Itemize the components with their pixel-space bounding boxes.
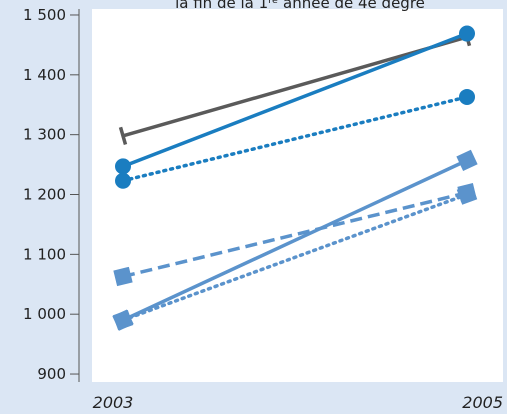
data-point <box>113 266 133 287</box>
data-point <box>456 149 478 172</box>
chart-title: la fin de la 1ʳᵉ année de 4e degré <box>175 0 425 12</box>
y-tick-label: 900 <box>37 365 66 383</box>
data-point <box>459 88 475 105</box>
plot-area <box>92 9 503 382</box>
x-tick-label: 2005 <box>462 393 503 412</box>
data-point <box>115 172 131 189</box>
x-tick-label: 2003 <box>93 393 134 412</box>
series-group <box>112 25 478 331</box>
y-tick-label: 1 400 <box>23 66 66 84</box>
series-line <box>122 31 468 169</box>
series-6 <box>112 184 478 331</box>
y-axis: 900 1 000 1 100 1 200 1 300 1 400 1 500 <box>23 6 79 383</box>
data-point <box>115 158 131 175</box>
series-line <box>122 158 468 322</box>
series-line <box>122 35 468 138</box>
data-point <box>456 184 478 205</box>
y-tick-label: 1 100 <box>23 245 66 263</box>
series-line <box>121 95 469 183</box>
data-point <box>112 309 134 331</box>
series-2 <box>115 25 475 175</box>
x-axis: 2003 2005 <box>93 393 503 412</box>
data-point <box>118 126 128 145</box>
y-tick-label: 1 500 <box>23 6 66 24</box>
data-point <box>459 25 475 42</box>
series-line <box>122 191 468 279</box>
y-tick-label: 1 200 <box>23 186 66 204</box>
y-tick-label: 1 300 <box>23 126 66 144</box>
series-line <box>121 192 469 322</box>
y-tick-label: 1 000 <box>23 305 66 323</box>
series-3 <box>115 88 475 189</box>
